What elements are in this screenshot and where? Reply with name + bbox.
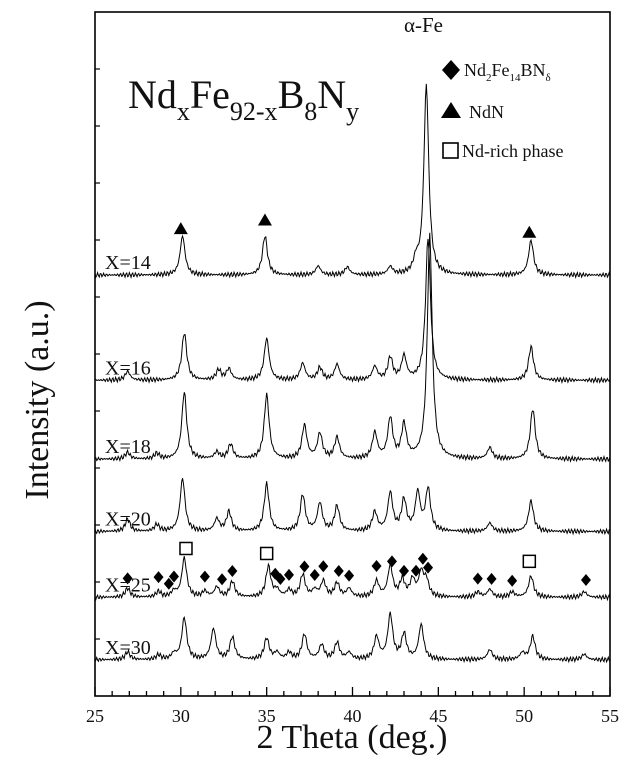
series-label-x25: X=25	[105, 574, 151, 596]
x-tick-label: 25	[86, 706, 104, 726]
diamond-marker	[318, 560, 329, 573]
square-marker	[259, 546, 274, 561]
series-line-x30	[94, 611, 611, 664]
triangle-marker	[257, 213, 272, 226]
triangle-marker	[522, 225, 537, 238]
diamond-marker	[153, 571, 164, 584]
diamond-marker	[386, 555, 397, 568]
series-label-x18: X=18	[105, 436, 151, 458]
title-fe: Fe	[190, 72, 230, 117]
legend-square-icon	[442, 142, 459, 159]
legend-triangle-icon	[441, 102, 461, 118]
diamond-marker	[344, 569, 355, 582]
series-line-x18	[94, 232, 611, 463]
diamond-marker	[580, 573, 591, 586]
diamond-marker	[163, 577, 174, 590]
series-label-x20: X=20	[105, 509, 151, 531]
series-label-x30: X=30	[105, 637, 151, 659]
series-label-x14: X=14	[105, 252, 151, 274]
x-tick-label: 40	[344, 706, 362, 726]
title-b: B	[278, 72, 305, 117]
diamond-marker	[217, 573, 228, 586]
triangle-marker	[173, 222, 188, 235]
x-tick-label: 35	[258, 706, 276, 726]
series-line-x20	[94, 478, 611, 536]
diamond-marker	[299, 560, 310, 573]
title-n: N	[317, 72, 346, 117]
legend-diamond-icon	[442, 60, 460, 80]
diamond-marker	[399, 564, 409, 577]
diamond-marker	[199, 570, 210, 583]
diamond-marker	[309, 569, 320, 582]
diamond-marker	[371, 559, 382, 572]
legend-diamond-label: Nd2Fe14BNδ	[464, 60, 551, 84]
x-tick-label: 30	[172, 706, 190, 726]
diamond-marker	[411, 564, 422, 577]
diamond-marker	[122, 572, 133, 585]
series-label-x16: X=16	[105, 357, 151, 379]
series-labels: X=14 X=16 X=18 X=20 X=25 X=30	[105, 252, 151, 659]
legend-square-label: Nd-rich phase	[462, 141, 563, 161]
y-axis-label: Intensity (a.u.)	[19, 300, 56, 499]
title-sub-x: x	[177, 97, 190, 126]
diamond-marker	[507, 574, 518, 587]
series-line-x14	[94, 83, 611, 279]
legend: Nd2Fe14BNδ NdN Nd-rich phase	[441, 60, 563, 161]
series-layer	[94, 83, 611, 664]
diamond-marker	[283, 568, 294, 581]
title-nd: Nd	[128, 72, 177, 117]
square-marker	[179, 541, 193, 556]
x-tick-label: 45	[429, 706, 447, 726]
legend-triangle-label: NdN	[469, 102, 504, 122]
x-axis-label: 2 Theta (deg.)	[256, 719, 447, 756]
diamond-marker	[472, 572, 483, 585]
diamond-marker	[417, 552, 428, 565]
diamond-marker	[333, 565, 344, 578]
diamond-marker	[168, 570, 179, 583]
series-line-x25	[94, 556, 611, 602]
diamond-marker	[275, 572, 286, 585]
series-line-x16	[94, 238, 611, 385]
diamond-marker	[486, 572, 497, 585]
x-tick-label: 50	[515, 706, 533, 726]
square-marker	[522, 554, 537, 569]
title-sub-y: y	[346, 97, 359, 126]
diamond-marker	[227, 564, 238, 577]
alpha-fe-label: α-Fe	[404, 13, 443, 37]
chart-title: NdxFe92-xB8Ny	[128, 72, 359, 126]
diamond-marker	[423, 561, 434, 574]
title-sub-8: 8	[304, 97, 317, 126]
x-ticks: 25 30 35 40 45 50 55	[86, 68, 619, 726]
marker-layer	[122, 213, 591, 590]
x-tick-label: 55	[601, 706, 619, 726]
title-sub-92x: 92-x	[230, 97, 278, 126]
